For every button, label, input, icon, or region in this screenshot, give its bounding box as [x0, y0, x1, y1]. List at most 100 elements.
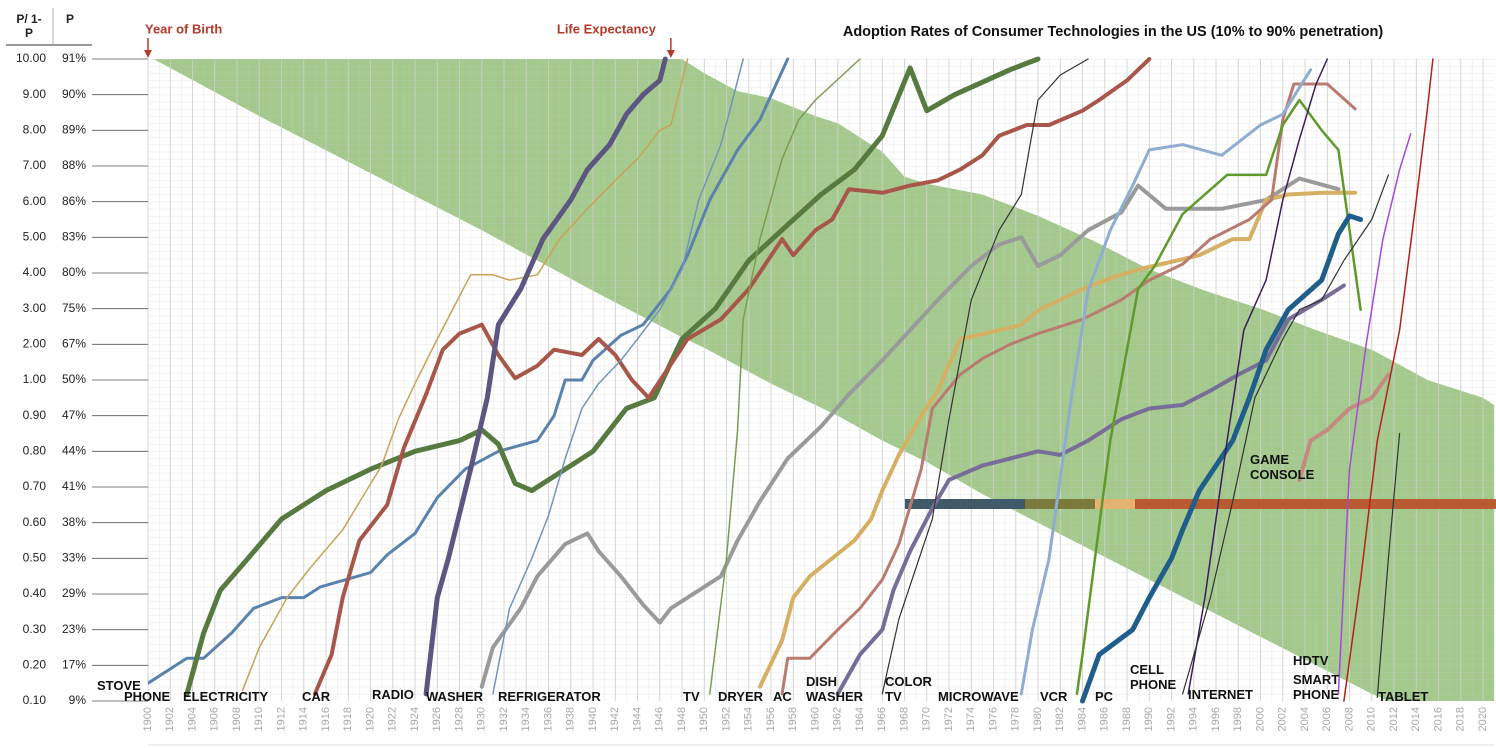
series-label: VCR — [1040, 689, 1068, 704]
x-tick-label: 1976 — [987, 707, 999, 731]
x-tick-label: 1916 — [320, 707, 332, 731]
series-line — [184, 56, 1041, 697]
y2-tick-label: 29% — [62, 586, 86, 600]
band-segment — [905, 499, 1025, 509]
x-tick-label: 1904 — [186, 707, 198, 731]
x-tick-label: 1956 — [765, 707, 777, 731]
x-tick-label: 1984 — [1076, 707, 1088, 731]
band-segment — [1025, 499, 1095, 509]
y-tick-label: 3.00 — [23, 301, 47, 315]
x-tick-label: 2018 — [1455, 707, 1467, 731]
y-tick-label: 0.20 — [23, 658, 47, 672]
annotation: Year of Birth — [145, 21, 222, 36]
x-tick-label: 1922 — [387, 707, 399, 731]
x-tick-label: 1936 — [542, 707, 554, 731]
x-tick-label: 1996 — [1210, 707, 1222, 731]
series-label: MICROWAVE — [938, 689, 1019, 704]
series-label: GAME CONSOLE — [1250, 452, 1315, 482]
x-tick-label: 1970 — [921, 707, 933, 731]
y2-tick-label: 41% — [62, 479, 86, 493]
y-tick-label: 7.00 — [23, 158, 47, 172]
series-line — [881, 58, 1089, 695]
series-label: WASHER — [426, 689, 484, 704]
y2-tick-label: 17% — [62, 658, 86, 672]
y2-tick-label: 90% — [62, 87, 86, 101]
x-tick-label: 1964 — [854, 707, 866, 731]
x-tick-label: 2010 — [1366, 707, 1378, 731]
series-label: AC — [773, 689, 792, 704]
x-tick-label: 1944 — [631, 707, 643, 731]
x-tick-label: 2008 — [1343, 707, 1355, 731]
x-tick-label: 1998 — [1232, 707, 1244, 731]
y-tick-label: 2.00 — [23, 337, 47, 351]
series-label: SMART PHONE — [1293, 672, 1340, 702]
x-tick-label: 1900 — [142, 707, 154, 731]
series-line — [1019, 68, 1313, 696]
x-tick-label: 1972 — [943, 707, 955, 731]
series-label: COLOR TV — [885, 674, 932, 704]
y2-tick-label: 83% — [62, 230, 86, 244]
series-line — [1297, 372, 1391, 482]
series-label: HDTV — [1293, 653, 1329, 668]
y2-tick-label: 86% — [62, 194, 86, 208]
y-tick-label: 10.00 — [16, 51, 46, 65]
x-tick-label: 1962 — [832, 707, 844, 731]
x-tick-label: 1960 — [809, 707, 821, 731]
x-tick-label: 1926 — [431, 707, 443, 731]
series-line — [1075, 98, 1362, 696]
x-tick-label: 1930 — [476, 707, 488, 731]
x-tick-label: 1990 — [1143, 707, 1155, 731]
penetration-band — [905, 499, 1496, 509]
y-tick-label: 0.10 — [23, 693, 47, 707]
series-label: TV — [683, 689, 700, 704]
series-line — [1182, 174, 1389, 695]
series-label: PHONE — [124, 689, 171, 704]
x-tick-label: 1968 — [898, 707, 910, 731]
series-line — [312, 57, 1152, 696]
series-label: ELECTRICITY — [183, 689, 269, 704]
y-tick-label: 9.00 — [23, 87, 47, 101]
band-segment — [1135, 499, 1496, 509]
x-tick-label: 1914 — [298, 707, 310, 731]
x-tick-label: 1958 — [787, 707, 799, 731]
series-label: REFRIGERATOR — [498, 689, 601, 704]
series-line — [479, 176, 1341, 689]
y-tick-label: 1.00 — [23, 372, 47, 386]
x-tick-label: 1948 — [676, 707, 688, 731]
series-line — [241, 58, 689, 692]
series-line — [835, 283, 1346, 696]
x-tick-label: 1940 — [587, 707, 599, 731]
y2-tick-label: 33% — [62, 551, 86, 565]
x-tick-label: 1924 — [409, 707, 421, 731]
x-tick-label: 1982 — [1054, 707, 1066, 731]
x-tick-label: 1906 — [209, 707, 221, 731]
x-tick-label: 1946 — [654, 707, 666, 731]
chart-title: Adoption Rates of Consumer Technologies … — [843, 24, 1383, 40]
x-tick-label: 2016 — [1432, 707, 1444, 731]
x-tick-label: 1918 — [342, 707, 354, 731]
y-tick-label: 0.50 — [23, 551, 47, 565]
series-label: CAR — [302, 689, 331, 704]
series-line — [780, 82, 1357, 696]
y2-tick-label: 91% — [62, 51, 86, 65]
annotation-arrowhead — [666, 50, 675, 58]
x-tick-label: 1920 — [364, 707, 376, 731]
series-line — [1187, 58, 1329, 695]
series-line — [423, 56, 668, 697]
x-tick-label: 1994 — [1188, 707, 1200, 731]
y-tick-label: 8.00 — [23, 123, 47, 137]
x-tick-label: 1988 — [1121, 707, 1133, 731]
series-line — [709, 58, 861, 695]
series-label: INTERNET — [1188, 687, 1253, 702]
x-tick-label: 1950 — [698, 707, 710, 731]
y-tick-label: 0.70 — [23, 479, 47, 493]
x-tick-label: 1908 — [231, 707, 243, 731]
y-tick-label: 0.30 — [23, 622, 47, 636]
x-tick-label: 1902 — [164, 707, 176, 731]
x-tick-label: 1938 — [565, 707, 577, 731]
series-line — [1080, 213, 1364, 704]
x-tick-label: 1932 — [498, 707, 510, 731]
y-tick-label: 0.80 — [23, 444, 47, 458]
x-tick-label: 1986 — [1099, 707, 1111, 731]
